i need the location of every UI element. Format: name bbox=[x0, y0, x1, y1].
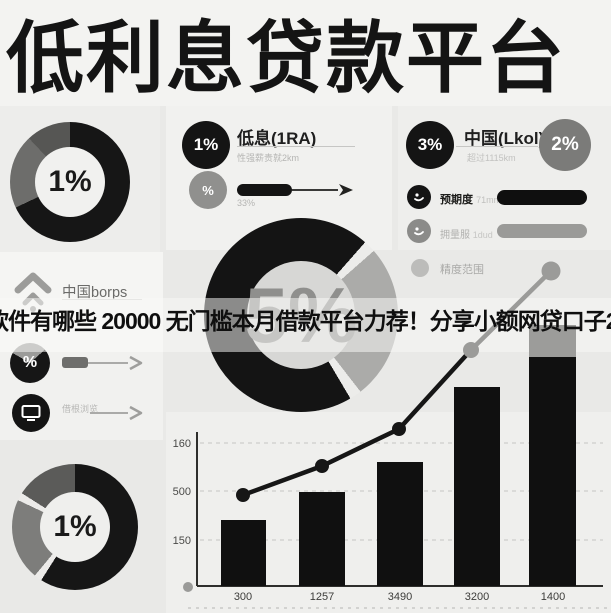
row2-label: 拥量服 1dud bbox=[440, 226, 493, 241]
page-title: 低利息贷款平台 bbox=[6, 14, 567, 102]
tool-row2-label: 借根浏览 bbox=[62, 404, 99, 414]
top-left-donut-chart: 1% bbox=[10, 122, 130, 242]
low-interest-subtitle: 性强薪贵就2km bbox=[237, 153, 300, 163]
panel-chart bbox=[166, 412, 611, 613]
bullet-dot-icon bbox=[411, 259, 429, 277]
row1-value: 71mm bbox=[476, 195, 502, 205]
donut-center-label: 1% bbox=[35, 147, 105, 217]
bottom-left-donut-chart: 1% bbox=[12, 464, 138, 590]
arrow-right-icon bbox=[339, 184, 353, 196]
china-subtitle: 超过1115km bbox=[467, 153, 516, 163]
home-label: 中国borps bbox=[62, 285, 128, 301]
title-band bbox=[0, 0, 611, 106]
divider bbox=[237, 146, 355, 147]
arrow-line bbox=[90, 412, 128, 414]
chevron-right-icon bbox=[129, 355, 143, 371]
tool-mini-bar bbox=[62, 357, 88, 368]
banner-text: 软件有哪些 20000 无门槛本月借款平台力荐！分享小额网贷口子20000 bbox=[0, 308, 611, 334]
row3-label: 精度范围 bbox=[440, 264, 484, 276]
smiley-icon bbox=[407, 219, 431, 243]
chevron-right-icon bbox=[129, 405, 143, 421]
row1-bar bbox=[497, 190, 587, 205]
row2-bar bbox=[497, 224, 587, 238]
row2-label-text: 拥量服 bbox=[440, 230, 470, 241]
row1-label: 预期度 71mm bbox=[440, 191, 501, 207]
low-interest-badge: 1% bbox=[182, 121, 230, 169]
arrow-line bbox=[292, 189, 338, 191]
progress-pill bbox=[237, 184, 292, 196]
china-title: 中国(Lkol) bbox=[464, 129, 545, 148]
progress-caption: 33% bbox=[237, 198, 256, 208]
divider bbox=[456, 146, 538, 147]
china-badge: 3% bbox=[406, 121, 454, 169]
low-interest-title: 低息(1RA) bbox=[237, 129, 317, 148]
china-side-badge: 2% bbox=[539, 119, 591, 171]
smiley-icon bbox=[407, 185, 431, 209]
arrow-line bbox=[88, 362, 128, 364]
monitor-icon bbox=[12, 394, 50, 432]
donut-center-label: 1% bbox=[40, 492, 110, 562]
row2-value: 1dud bbox=[472, 230, 493, 240]
row1-label-text: 预期度 bbox=[440, 194, 473, 206]
percent-badge: % bbox=[189, 171, 227, 209]
